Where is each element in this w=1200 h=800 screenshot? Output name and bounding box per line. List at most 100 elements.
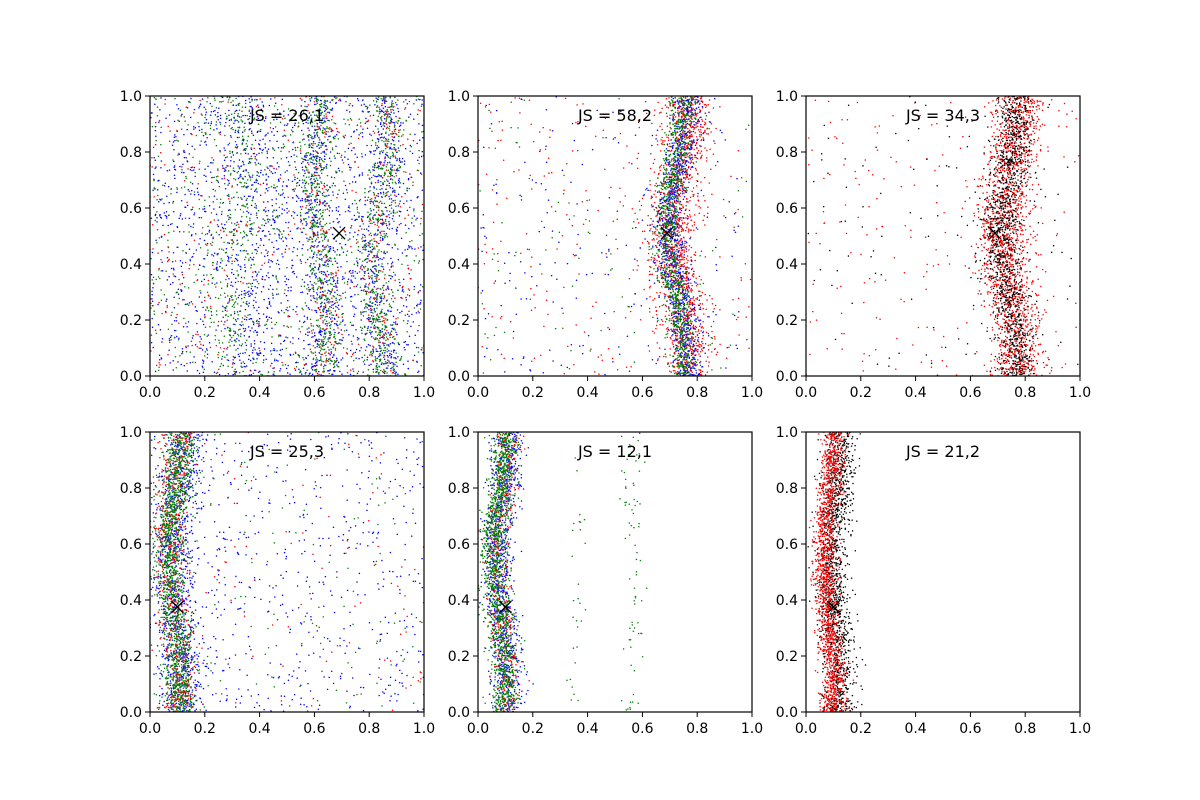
data-point (275, 239, 278, 242)
data-point (238, 339, 240, 342)
data-point (247, 172, 250, 174)
data-point (326, 163, 328, 166)
data-point (325, 115, 328, 118)
data-point (330, 348, 332, 351)
data-point (211, 361, 213, 363)
data-point (186, 370, 189, 372)
data-point (195, 274, 197, 276)
data-point (312, 140, 315, 143)
data-point (419, 303, 421, 305)
data-point (416, 305, 418, 307)
data-point (266, 315, 268, 318)
data-point (382, 183, 385, 185)
data-point (300, 162, 303, 165)
data-point (374, 297, 377, 300)
data-point (286, 336, 289, 339)
data-point (265, 115, 267, 118)
data-point (179, 109, 182, 112)
data-point (232, 359, 234, 361)
data-point (251, 293, 253, 295)
data-point (377, 251, 379, 253)
data-point (303, 339, 305, 342)
data-point (312, 155, 315, 158)
data-point (213, 321, 215, 323)
data-point (415, 218, 417, 221)
data-point (358, 212, 360, 214)
data-point (233, 112, 236, 115)
data-point (154, 329, 157, 332)
data-point (244, 341, 247, 344)
data-point (403, 202, 405, 205)
data-point (250, 147, 252, 149)
data-point (217, 168, 219, 170)
data-point (382, 107, 385, 110)
data-point (361, 174, 364, 176)
data-point (211, 277, 214, 280)
data-point (205, 118, 208, 121)
data-point (330, 176, 333, 178)
data-point (336, 217, 338, 220)
data-point (280, 238, 283, 240)
data-point (318, 324, 321, 327)
data-point (319, 291, 322, 293)
data-point (194, 148, 196, 150)
data-point (327, 127, 329, 130)
data-point (297, 122, 300, 124)
data-point (353, 306, 355, 308)
data-point (251, 327, 253, 329)
data-point (383, 118, 386, 120)
data-point (240, 119, 242, 121)
data-point (371, 336, 373, 338)
data-point (229, 329, 232, 332)
data-point (321, 250, 323, 253)
data-point (326, 184, 328, 186)
data-point (418, 162, 420, 165)
data-point (396, 211, 398, 213)
data-point (237, 126, 239, 129)
data-point (273, 371, 275, 373)
data-point (165, 217, 168, 219)
data-point (334, 337, 337, 340)
data-point (321, 240, 324, 242)
data-point (353, 285, 355, 288)
data-point (405, 299, 408, 301)
data-point (258, 347, 260, 349)
data-point (369, 115, 372, 117)
data-point (360, 329, 363, 332)
data-point (356, 98, 359, 100)
data-point (373, 237, 375, 240)
data-point (265, 178, 268, 181)
data-point (396, 158, 398, 160)
data-point (256, 322, 258, 325)
data-point (287, 139, 290, 142)
data-point (302, 168, 304, 171)
data-point (346, 365, 349, 367)
data-point (404, 192, 406, 195)
data-point (210, 307, 212, 310)
data-point (233, 356, 236, 359)
data-point (367, 190, 370, 193)
data-point (278, 214, 281, 217)
data-point (367, 119, 370, 122)
data-point (367, 314, 370, 316)
data-point (325, 357, 328, 360)
data-point (315, 359, 317, 361)
data-point (315, 157, 318, 159)
data-point (215, 107, 218, 109)
data-point (391, 336, 394, 339)
data-point (219, 262, 222, 264)
data-point (194, 361, 197, 364)
data-point (245, 365, 248, 367)
data-point (364, 339, 366, 342)
data-point (155, 139, 157, 142)
data-point (253, 147, 255, 149)
data-point (395, 115, 397, 118)
data-point (249, 115, 251, 118)
data-point (369, 150, 371, 153)
data-point (362, 311, 364, 313)
data-point (377, 98, 380, 101)
data-point (365, 105, 368, 108)
data-point (281, 98, 284, 101)
data-point (418, 370, 420, 372)
data-point (261, 275, 264, 278)
